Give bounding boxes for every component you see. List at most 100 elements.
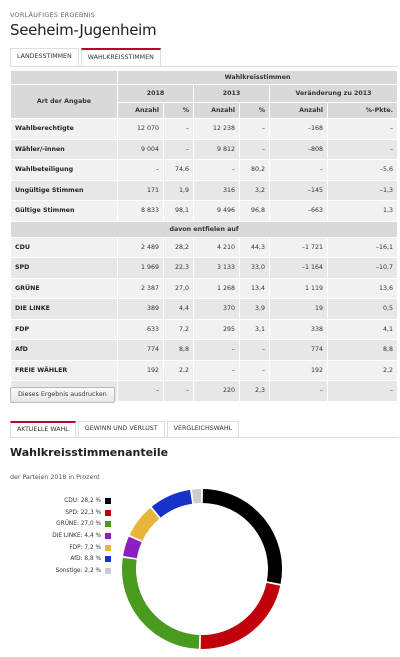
legend-item: GRÜNE: 27,0 % (0, 518, 111, 530)
print-result-button[interactable]: Dieses Ergebnis ausdrucken (10, 387, 115, 403)
table-cell: 9 004 (117, 138, 164, 160)
table-cell: –808 (269, 138, 328, 160)
donut-slice-afd[interactable] (151, 489, 193, 518)
table-cell: 2,2 (326, 359, 399, 381)
table-cell: 74,6 (163, 159, 194, 181)
table-cell: – (163, 380, 194, 402)
table-cell: 3 133 (193, 257, 240, 279)
table-cell: 44,3 (239, 236, 270, 258)
legend-label: AfD: 8,8 % (70, 556, 101, 563)
table-cell: 3,2 (239, 179, 270, 201)
table-cell: 774 (117, 339, 164, 361)
legend-item: Sonstige: 2,2 % (0, 565, 111, 577)
column-group-change: Veränderung zu 2013 (268, 84, 399, 103)
table-cell: 633 (117, 318, 164, 340)
table-corner (10, 70, 118, 85)
donut-chart (122, 489, 282, 649)
donut-slice-spd[interactable] (200, 582, 281, 649)
table-cell: – (239, 359, 270, 381)
table-cell: 0,5 (326, 298, 399, 320)
table-cell: 3,1 (239, 318, 270, 340)
donut-slice-sonstige[interactable] (191, 489, 202, 504)
legend-item: FDP: 7,2 % (0, 542, 111, 554)
table-cell: 22,3 (163, 257, 194, 279)
tab-gewinn-und-verlust[interactable]: GEWINN UND VERLUST (77, 421, 165, 437)
donut-slice-grüne[interactable] (122, 557, 200, 649)
table-cell: 2,3 (239, 380, 270, 402)
chart-subtitle: der Parteien 2018 in Prozent (10, 474, 100, 481)
tab-vergleichswahl[interactable]: VERGLEICHSWAHL (166, 421, 240, 437)
table-cell: 80,2 (239, 159, 270, 181)
table-cell: 295 (193, 318, 240, 340)
row-label: AfD (10, 339, 118, 361)
table-cell: 192 (117, 359, 164, 381)
table-cell: – (326, 138, 399, 160)
table-cell: 98,1 (163, 200, 194, 222)
row-label: GRÜNE (10, 277, 118, 299)
table-cell: 389 (117, 298, 164, 320)
legend-item: AfD: 8,8 % (0, 553, 111, 565)
column-header: Anzahl (193, 102, 240, 119)
table-cell: – (326, 380, 399, 402)
table-cell: 338 (269, 318, 328, 340)
page-title: Seeheim-Jugenheim (10, 21, 157, 39)
table-cell: –1 164 (269, 257, 328, 279)
table-cell: 1 268 (193, 277, 240, 299)
table-cell: – (117, 159, 164, 181)
column-header: Anzahl (117, 102, 164, 119)
column-header-label: Art der Angabe (10, 84, 118, 119)
legend-item: CDU: 28,2 % (0, 495, 111, 507)
table-cell: 12 070 (117, 118, 164, 140)
tab-wahlkreisstimmen[interactable]: WAHLKREISSTIMMEN (80, 48, 161, 66)
party-row: GRÜNE 2 387 27,0 1 268 13,4 1 119 13,6 (10, 277, 399, 299)
table-cell: – (269, 159, 328, 181)
row-label: SPD (10, 257, 118, 279)
table-cell: –1,3 (326, 179, 399, 201)
tab-aktuelle-wahl[interactable]: AKTUELLE WAHL (10, 421, 76, 437)
table-cell: 8 833 (117, 200, 164, 222)
column-header: % (163, 102, 194, 119)
row-label: Wahlberechtigte (10, 118, 118, 140)
legend-swatch (105, 567, 111, 574)
table-cell: – (239, 118, 270, 140)
table-cell: – (239, 138, 270, 160)
legend-swatch (105, 556, 111, 563)
donut-slice-fdp[interactable] (129, 507, 160, 541)
table-row: Wahlbeteiligung –74,6–80,2– –5,6 (10, 159, 399, 181)
party-row: CDU 2 489 28,2 4 210 44,3 –1 721 –16,1 (10, 236, 399, 258)
legend-swatch (105, 544, 111, 551)
legend-label: CDU: 28,2 % (64, 497, 101, 504)
legend-swatch (105, 532, 111, 539)
table-cell: 19 (269, 298, 328, 320)
table-cell: –16,1 (326, 236, 399, 258)
row-label: DIE LINKE (10, 298, 118, 320)
table-cell: – (239, 339, 270, 361)
table-cell: 12 238 (193, 118, 240, 140)
party-row: FREIE WÄHLER 192 2,2– –192 2,2 (10, 359, 399, 381)
tab-landesstimmen[interactable]: LANDESSTIMMEN (10, 48, 79, 66)
table-cell: 13,4 (239, 277, 270, 299)
legend-label: Sonstige: 2,2 % (55, 567, 101, 574)
section-header: davon entfielen auf (9, 220, 399, 238)
legend-swatch (105, 509, 111, 516)
row-label: Wahlbeteiligung (10, 159, 118, 181)
table-cell: –145 (269, 179, 328, 201)
table-cell: – (163, 138, 194, 160)
row-label: FREIE WÄHLER (10, 359, 118, 381)
row-label: Gültige Stimmen (10, 200, 118, 222)
table-cell: 192 (269, 359, 328, 381)
table-cell: – (193, 339, 240, 361)
table-cell: 7,2 (163, 318, 194, 340)
table-cell: 1 969 (117, 257, 164, 279)
donut-slice-die-linke[interactable] (123, 536, 142, 559)
column-group-2013: 2013 (193, 84, 270, 103)
party-row: FDP 633 7,2 295 3,1 338 4,1 (10, 318, 399, 340)
row-label: CDU (10, 236, 118, 258)
table-row: Wähler/-innen 9 004–9 812– –808– (10, 138, 399, 160)
table-cell: 9 496 (193, 200, 240, 222)
table-cell: –663 (269, 200, 328, 222)
table-cell: – (193, 359, 240, 381)
table-cell: – (269, 380, 328, 402)
donut-slice-cdu[interactable] (202, 489, 282, 584)
